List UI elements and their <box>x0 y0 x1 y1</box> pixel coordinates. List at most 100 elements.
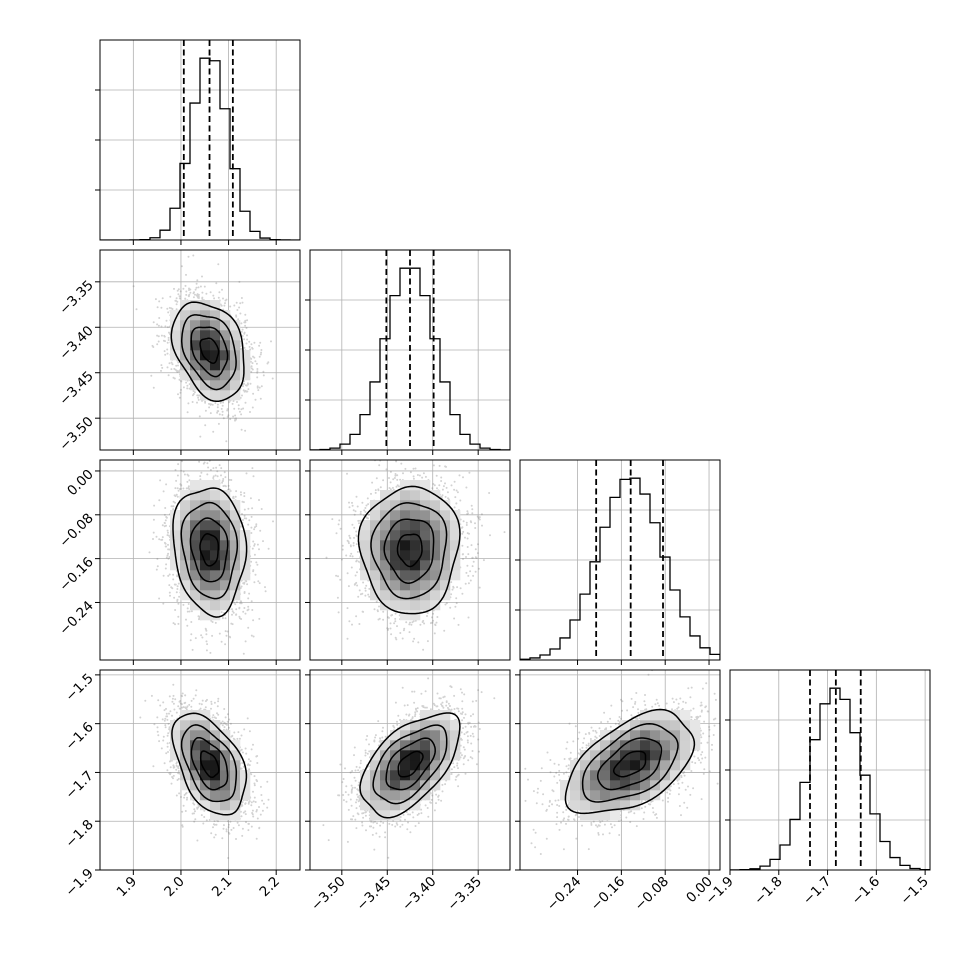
panel-1-1 <box>305 249 511 455</box>
contour-2-1-2 <box>370 502 448 600</box>
density-cell <box>380 750 391 761</box>
density-cell <box>410 590 421 601</box>
ytick-label-1-2: −3.40 <box>56 323 97 364</box>
density-cell <box>430 590 441 601</box>
density-cell <box>180 360 191 371</box>
density-cell <box>370 800 381 811</box>
density-cell <box>630 800 641 811</box>
density-cell <box>220 530 231 541</box>
contour-3-0-0 <box>199 750 220 779</box>
density-cell <box>560 780 571 791</box>
panel-2-0: −0.24−0.16−0.08 0.00 <box>56 459 301 665</box>
density-cell <box>450 520 461 531</box>
density-cell <box>420 710 431 721</box>
density-cell <box>170 350 181 361</box>
density-cell <box>230 520 241 531</box>
density-cell <box>220 770 231 781</box>
density-cell <box>190 560 201 571</box>
density-cell <box>590 810 601 821</box>
density-cell <box>610 790 621 801</box>
density-cell <box>190 770 201 781</box>
density-cell <box>590 740 601 751</box>
contour-3-2-3 <box>564 708 696 815</box>
density-cell <box>410 520 421 531</box>
density-cell <box>240 360 251 371</box>
axes-frame-3-0 <box>99 669 301 871</box>
density-cell <box>210 480 221 491</box>
density-cell <box>570 770 581 781</box>
density-cell <box>400 540 411 551</box>
density-cell <box>400 610 411 621</box>
contour-1-0-2 <box>180 314 237 391</box>
density-cell <box>190 730 201 741</box>
density-cell <box>200 490 211 501</box>
density-cell <box>390 550 401 561</box>
density-cell <box>390 780 401 791</box>
density-cell <box>380 740 391 751</box>
density-cell <box>420 510 431 521</box>
ytick-label-1-1: −3.45 <box>56 368 97 409</box>
density-cell <box>210 760 221 771</box>
density-cell <box>180 370 191 381</box>
density-cell <box>380 590 391 601</box>
density-cell <box>620 770 631 781</box>
density-cell <box>640 730 651 741</box>
density-cell <box>370 580 381 591</box>
density-cell <box>180 760 191 771</box>
density-cell <box>230 540 241 551</box>
density-cell <box>200 580 211 591</box>
density-cell <box>360 540 371 551</box>
density-cell <box>450 540 461 551</box>
density-cell <box>630 740 641 751</box>
density-cell <box>210 520 221 531</box>
density-cell <box>670 720 681 731</box>
density-cell <box>420 540 431 551</box>
density-cell <box>190 370 201 381</box>
density-cell <box>230 750 241 761</box>
density-cell <box>180 330 191 341</box>
density-cell <box>640 720 651 731</box>
density-cell <box>180 590 191 601</box>
density-cell <box>380 520 391 531</box>
density-cell <box>410 490 421 501</box>
xtick-label-0-2: 2.1 <box>209 874 236 901</box>
density-cell <box>360 530 371 541</box>
density-cell <box>170 340 181 351</box>
density-cell <box>200 610 211 621</box>
density-cell <box>380 810 391 821</box>
density-cell <box>210 610 221 621</box>
density-cell <box>420 490 431 501</box>
density-cell <box>640 710 651 721</box>
density-cell <box>610 780 621 791</box>
density-cell <box>190 580 201 591</box>
density-cell <box>580 780 591 791</box>
density-cell <box>610 750 621 761</box>
density-cell <box>390 520 401 531</box>
density-cell <box>180 730 191 741</box>
density-cell <box>230 560 241 571</box>
density-cell <box>410 560 421 571</box>
density-cell <box>210 750 221 761</box>
density-cell <box>430 500 441 511</box>
density-cell <box>400 580 411 591</box>
density-cell <box>660 780 671 791</box>
density-cell <box>390 500 401 511</box>
xtick-label-0-0: 1.9 <box>114 874 141 901</box>
density-cell <box>410 750 421 761</box>
density-cell <box>360 570 371 581</box>
panel-3-2: −0.24 −0.16 −0.08 0.00 <box>515 669 721 914</box>
density-cell <box>430 740 441 751</box>
density-cell <box>180 780 191 791</box>
density-cell <box>390 560 401 571</box>
contour-3-1-3 <box>359 712 461 819</box>
density-cell <box>430 760 441 771</box>
density-cell <box>200 480 211 491</box>
density-cell <box>370 510 381 521</box>
density-cell <box>230 330 241 341</box>
density-cell <box>230 510 241 521</box>
density-cell <box>230 360 241 371</box>
density-cell <box>400 600 411 611</box>
density-cell <box>220 500 231 511</box>
density-cell <box>620 780 631 791</box>
density-cell <box>220 520 231 531</box>
